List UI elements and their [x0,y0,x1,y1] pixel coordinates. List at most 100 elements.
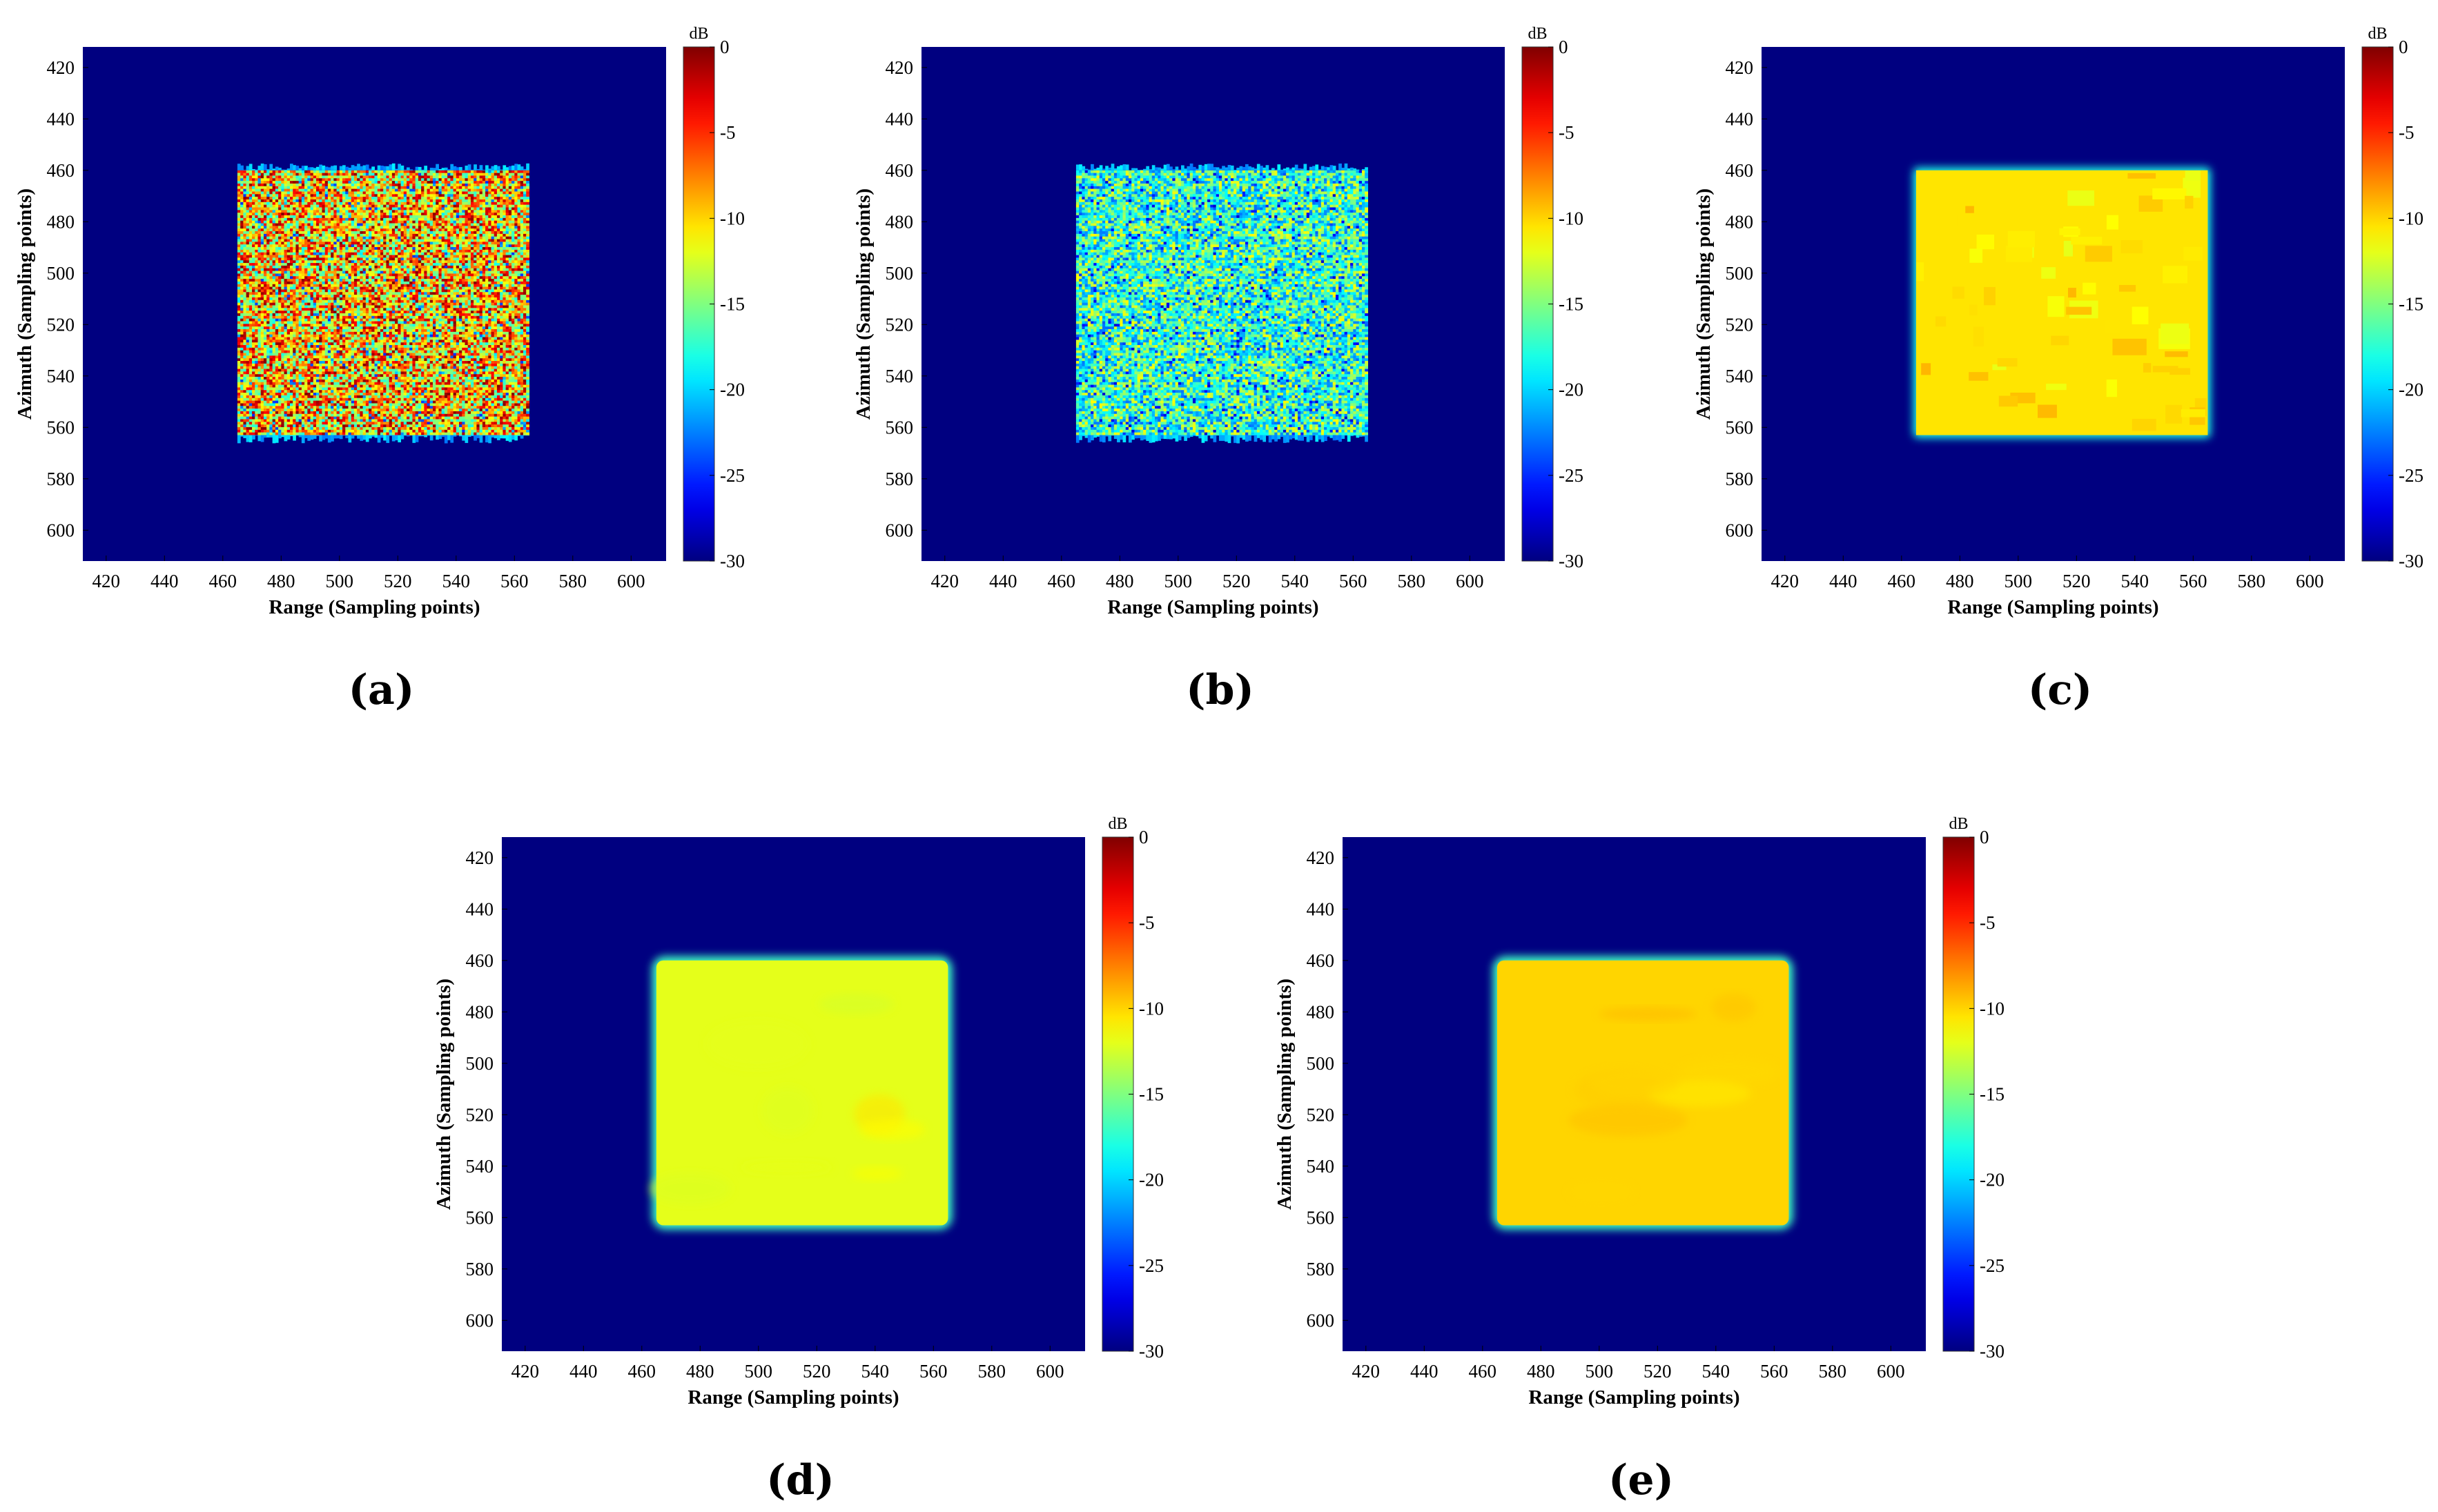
colorbar-tick-label: -20 [2399,380,2424,400]
colorbar-tick-label: -10 [1139,998,1164,1019]
colorbar-tick-label: -15 [2399,294,2424,315]
colorbar-tick-label: -20 [720,380,745,400]
y-tick-label: 500 [1307,1053,1335,1074]
y-tick-label: 540 [47,366,75,386]
x-axis-label: Range (Sampling points) [1947,596,2158,618]
y-tick-label: 560 [47,417,75,438]
colorbar-tick-label: -20 [1559,380,1583,400]
heatmap-target [1492,956,1793,1230]
panel-caption: (a) [349,666,415,714]
y-tick-label: 420 [886,57,914,78]
colorbar-tick-label: -15 [1139,1084,1164,1105]
x-tick-label: 600 [1036,1361,1064,1382]
y-tick-label: 480 [1726,211,1754,232]
y-tick-label: 480 [47,211,75,232]
y-tick-label: 420 [1307,847,1335,868]
y-tick-label: 580 [466,1259,494,1279]
colorbar-tick-label: -30 [720,551,745,571]
y-tick-label: 520 [466,1104,494,1125]
y-tick-label: 520 [886,314,914,335]
colorbar-unit: dB [1528,25,1547,43]
x-tick-label: 540 [1281,571,1309,591]
y-tick-label: 480 [466,1001,494,1022]
panel-caption: (d) [766,1456,835,1504]
colorbar [1942,836,1975,1352]
colorbar-tick-label: 0 [720,37,730,57]
x-tick-label: 440 [150,571,179,591]
x-tick-label: 460 [1888,571,1916,591]
x-tick-label: 560 [500,571,529,591]
heatmap-target [650,956,953,1230]
x-tick-label: 560 [1339,571,1367,591]
colorbar-tick-label: -5 [1139,912,1155,933]
x-tick-label: 600 [2296,571,2324,591]
x-tick-label: 540 [861,1361,890,1382]
y-tick-label: 600 [1307,1310,1335,1331]
x-tick-label: 460 [209,571,237,591]
x-tick-label: 420 [92,571,121,591]
x-tick-label: 480 [1946,571,1974,591]
colorbar-tick-label: -5 [1980,912,1996,933]
x-tick-label: 580 [1398,571,1426,591]
y-tick-label: 420 [1726,57,1754,78]
colorbar-tick-label: -25 [720,465,745,486]
y-tick-label: 580 [1726,469,1754,489]
colorbar-tick-label: -10 [720,208,745,228]
y-tick-label: 440 [466,899,494,919]
colorbar-tick-label: -15 [1980,1084,2005,1105]
x-tick-label: 480 [267,571,295,591]
x-tick-label: 600 [617,571,645,591]
x-tick-label: 540 [2121,571,2149,591]
x-tick-label: 560 [1760,1361,1788,1382]
colorbar-tick-label: -30 [1559,551,1583,571]
x-tick-label: 500 [745,1361,773,1382]
colorbar [1521,46,1554,562]
x-tick-label: 480 [686,1361,714,1382]
y-tick-label: 540 [1726,366,1754,386]
x-axis-label: Range (Sampling points) [687,1386,899,1408]
x-tick-label: 420 [931,571,959,591]
y-tick-label: 480 [1307,1001,1335,1022]
x-tick-label: 520 [2062,571,2091,591]
colorbar-tick-label: 0 [1559,37,1568,57]
colorbar-tick-label: -20 [1139,1170,1164,1190]
y-tick-label: 560 [466,1207,494,1228]
y-tick-label: 460 [1307,950,1335,971]
colorbar-tick-label: -25 [2399,465,2424,486]
colorbar-unit: dB [1108,815,1127,833]
colorbar-tick-label: -30 [2399,551,2424,571]
y-tick-label: 440 [47,108,75,129]
colorbar [1102,836,1134,1352]
panel-caption: (e) [1608,1456,1674,1504]
colorbar-tick-label: -10 [1980,998,2005,1019]
x-tick-label: 500 [2005,571,2033,591]
colorbar-tick-label: -5 [720,122,736,143]
y-tick-label: 540 [886,366,914,386]
colorbar-unit: dB [2368,25,2387,43]
x-tick-label: 540 [442,571,471,591]
colorbar [683,46,715,562]
x-tick-label: 580 [978,1361,1006,1382]
colorbar-tick-label: -15 [720,294,745,315]
x-tick-label: 600 [1456,571,1484,591]
colorbar-tick-label: -25 [1980,1255,2005,1276]
y-tick-label: 580 [1307,1259,1335,1279]
colorbar-tick-label: -25 [1139,1255,1164,1276]
y-axis-label: Azimuth (Sampling points) [1274,979,1296,1210]
panel-2: 420 440 460 480 500 520 540 560 580 600 420 440 460 4… [852,25,1583,714]
y-tick-label: 420 [47,57,75,78]
colorbar-tick-label: -25 [1559,465,1583,486]
colorbar-tick-label: -10 [1559,208,1583,228]
x-tick-label: 520 [1222,571,1251,591]
heatmap-target [1075,163,1369,444]
x-tick-label: 580 [1819,1361,1847,1382]
colorbar-tick-label: -5 [1559,122,1574,143]
x-tick-label: 500 [1586,1361,1614,1382]
colorbar-tick-label: -20 [1980,1170,2005,1190]
y-tick-label: 600 [47,520,75,540]
y-tick-label: 440 [1726,108,1754,129]
x-tick-label: 580 [2238,571,2266,591]
y-tick-label: 580 [47,469,75,489]
panel-3: 420 440 460 480 500 520 540 560 580 600 420 440 460 4… [1693,25,2424,714]
